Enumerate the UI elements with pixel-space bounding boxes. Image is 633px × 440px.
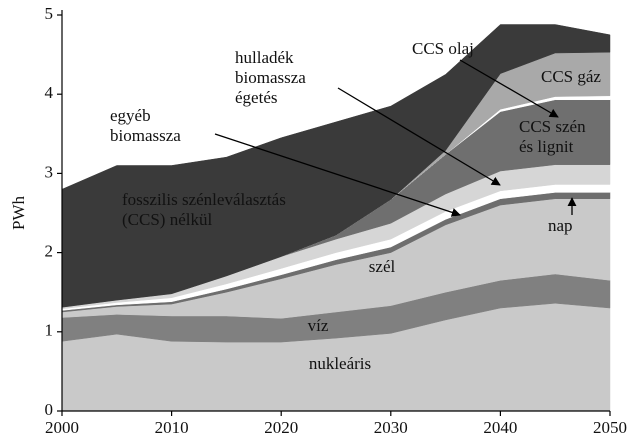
series-label: CCS gáz bbox=[541, 67, 601, 86]
x-tick-label: 2030 bbox=[374, 418, 408, 437]
series-label-line: fosszilis szénleválasztás bbox=[122, 190, 286, 209]
x-tick-label: 2020 bbox=[264, 418, 298, 437]
y-axis-label: PWh bbox=[9, 196, 28, 231]
series-label-line: nukleáris bbox=[309, 354, 371, 373]
series-label-line: égetés bbox=[235, 88, 277, 107]
series-label-line: (CCS) nélkül bbox=[122, 210, 212, 229]
y-tick-label: 2 bbox=[45, 242, 54, 261]
series-label-line: hulladék bbox=[235, 48, 294, 67]
y-tick-label: 0 bbox=[45, 400, 54, 419]
series-label-line: CCS gáz bbox=[541, 67, 601, 86]
series-label-line: egyéb bbox=[110, 106, 151, 125]
series-label: hulladék biomassza égetés bbox=[235, 48, 306, 107]
annotation-arrow bbox=[337, 87, 501, 186]
series-label-line: CCS szén bbox=[519, 117, 586, 136]
series-label-line: biomassza bbox=[110, 126, 181, 145]
x-tick-label: 2050 bbox=[593, 418, 627, 437]
area bbox=[61, 24, 611, 308]
y-tick-label: 1 bbox=[45, 321, 54, 340]
series-label-line: és lignit bbox=[519, 137, 574, 156]
series-label: fosszilis szénleválasztás (CCS) nélkül bbox=[122, 190, 286, 229]
series-label: CCS szén és lignit bbox=[519, 117, 586, 156]
series-label-line: szél bbox=[369, 257, 396, 276]
series-label-line: CCS olaj bbox=[412, 39, 474, 58]
series-label: CCS olaj bbox=[412, 39, 474, 58]
series-label-line: nap bbox=[548, 216, 573, 235]
series-label: szél bbox=[369, 257, 396, 276]
x-tick-label: 2000 bbox=[45, 418, 79, 437]
series-label: nap bbox=[548, 216, 573, 235]
y-tick-label: 4 bbox=[45, 83, 54, 102]
y-tick-label: 3 bbox=[45, 162, 54, 181]
series-label: egyéb biomassza bbox=[110, 106, 181, 145]
series-label: nukleáris bbox=[309, 354, 371, 373]
x-tick-label: 2010 bbox=[155, 418, 189, 437]
series-label-line: biomassza bbox=[235, 68, 306, 87]
series-label: víz bbox=[308, 316, 329, 335]
x-tick-label: 2040 bbox=[483, 418, 517, 437]
annotation-arrow bbox=[214, 133, 461, 217]
annotation-arrow bbox=[459, 59, 559, 118]
y-tick-label: 5 bbox=[45, 4, 54, 23]
series-label-line: víz bbox=[308, 316, 329, 335]
